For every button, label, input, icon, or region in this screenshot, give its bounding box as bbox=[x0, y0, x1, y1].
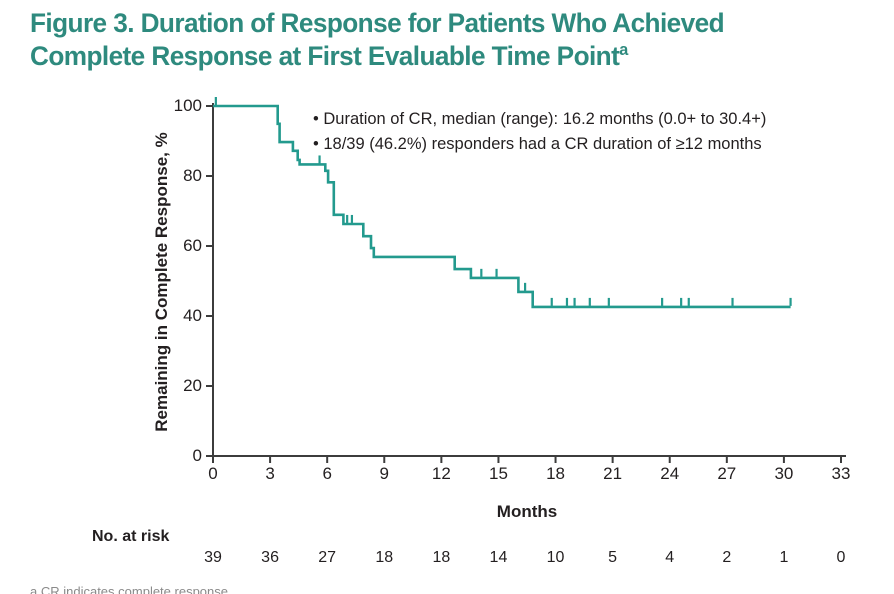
y-tick-label: 60 bbox=[183, 236, 202, 255]
at-risk-value: 39 bbox=[204, 549, 222, 566]
at-risk-value: 5 bbox=[608, 549, 618, 566]
at-risk-value: 1 bbox=[779, 549, 789, 566]
at-risk-value: 27 bbox=[318, 549, 337, 566]
x-tick-label: 18 bbox=[546, 464, 565, 483]
x-tick-label: 3 bbox=[265, 464, 275, 483]
figure-title-superscript: a bbox=[619, 40, 628, 59]
x-tick-label: 30 bbox=[774, 464, 794, 483]
x-tick-label: 0 bbox=[208, 464, 218, 483]
x-tick-label: 27 bbox=[717, 464, 737, 483]
x-tick-label: 33 bbox=[831, 464, 851, 483]
at-risk-value: 4 bbox=[665, 549, 675, 566]
footnote-clipped: a CR indicates complete response. bbox=[30, 584, 232, 594]
at-risk-value: 2 bbox=[722, 549, 732, 566]
km-step-curve bbox=[213, 104, 791, 309]
at-risk-label: No. at risk bbox=[92, 528, 170, 545]
at-risk-value: 0 bbox=[836, 549, 846, 566]
x-tick-label: 21 bbox=[603, 464, 623, 483]
annotation-responders-12mo: • 18/39 (46.2%) responders had a CR dura… bbox=[313, 135, 762, 153]
y-axis-label: Remaining in Complete Response, % bbox=[152, 132, 171, 432]
at-risk-value: 18 bbox=[375, 549, 394, 566]
x-tick-label: 9 bbox=[379, 464, 389, 483]
figure-title-line2-text: Complete Response at First Evaluable Tim… bbox=[30, 41, 620, 71]
at-risk-value: 10 bbox=[546, 549, 565, 566]
annotation-median-duration: • Duration of CR, median (range): 16.2 m… bbox=[313, 110, 767, 128]
figure-title-line2: Complete Response at First Evaluable Tim… bbox=[30, 40, 860, 73]
x-tick-label: 6 bbox=[322, 464, 332, 483]
x-tick-label: 12 bbox=[431, 464, 451, 483]
at-risk-value: 36 bbox=[261, 549, 279, 566]
figure-title-line1: Figure 3. Duration of Response for Patie… bbox=[30, 8, 725, 38]
figure-title: Figure 3. Duration of Response for Patie… bbox=[30, 7, 860, 73]
y-tick-label: 40 bbox=[183, 306, 202, 325]
chart-annotations: • Duration of CR, median (range): 16.2 m… bbox=[313, 107, 879, 157]
x-tick-label: 15 bbox=[488, 464, 508, 483]
y-tick-label: 100 bbox=[173, 96, 202, 115]
y-tick-label: 20 bbox=[183, 376, 202, 395]
x-tick-label: 24 bbox=[660, 464, 680, 483]
at-risk-value: 14 bbox=[489, 549, 508, 566]
x-axis-title: Months bbox=[496, 502, 558, 521]
at-risk-value: 18 bbox=[432, 549, 451, 566]
y-tick-label: 80 bbox=[183, 166, 202, 185]
y-tick-label: 0 bbox=[192, 446, 202, 465]
